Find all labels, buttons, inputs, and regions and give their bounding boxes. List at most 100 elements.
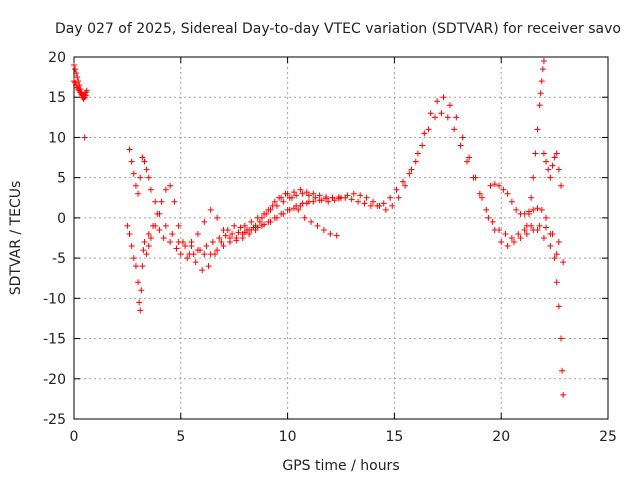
x-tick-label: 15 [385,429,403,445]
series-trace-f [188,110,567,266]
data-point [303,189,310,196]
data-point [438,110,445,117]
chart-title: Day 027 of 2025, Sidereal Day-to-day VTE… [55,21,621,37]
data-point [130,255,137,262]
data-point [559,367,566,374]
data-point [203,243,210,250]
series-spike [523,58,547,229]
data-point [141,158,148,165]
data-point [421,130,428,137]
data-point [72,66,79,73]
data-point [323,195,330,202]
x-tick-label: 20 [492,429,510,445]
data-point [558,335,565,342]
data-point [179,239,186,246]
data-point [357,192,364,199]
series-trace-d [126,146,342,258]
data-point [555,166,562,173]
data-point [551,255,558,262]
data-point [534,126,541,133]
data-point [553,150,560,157]
data-point [536,222,543,229]
data-point [280,198,287,205]
data-point [558,182,565,189]
data-point [427,110,434,117]
data-point [348,196,355,203]
data-point [282,190,289,197]
data-point [143,166,150,173]
y-tick-label: -25 [43,412,66,428]
data-point [532,150,539,157]
data-point [201,251,208,258]
data-point [553,251,560,258]
y-tick-label: 20 [48,50,66,66]
data-point [132,263,139,270]
data-points [71,58,567,398]
series-trace-c [124,198,312,314]
data-point [209,239,216,246]
y-tick-label: -20 [43,372,66,388]
data-point [543,214,550,221]
data-point [73,70,80,77]
data-point [555,239,562,246]
data-point [136,299,143,306]
data-point [167,239,174,246]
data-point [220,243,227,250]
data-point [141,239,148,246]
y-axis-label: SDTVAR / TECUs [8,181,24,296]
data-point [496,182,503,189]
data-point [310,190,317,197]
data-point [547,243,554,250]
data-point [135,279,142,286]
data-point [254,214,261,221]
data-point [504,190,511,197]
data-point [237,224,244,231]
data-point [132,182,139,189]
data-point [177,251,184,258]
data-point [295,206,302,213]
data-point [145,230,152,237]
data-point [393,186,400,193]
data-point [128,243,135,250]
data-point [214,214,221,221]
data-point [147,186,154,193]
data-point [220,226,227,233]
data-point [498,239,505,246]
data-point [540,58,547,65]
data-point [543,158,550,165]
data-point [431,114,438,121]
data-point [464,158,471,165]
data-point [140,247,147,254]
data-point [244,226,251,233]
data-point [472,174,479,181]
y-tick-label: 15 [48,90,66,106]
data-point [71,62,77,69]
data-point [205,263,212,270]
data-point [171,198,178,205]
data-point [126,230,133,237]
data-point [310,198,317,205]
data-point [387,194,394,201]
data-point [173,245,180,252]
data-point [256,218,263,225]
data-point [130,170,137,177]
data-point [145,174,152,181]
data-point [367,202,374,209]
data-point [82,92,89,99]
data-point [229,230,236,237]
data-point [543,224,550,231]
data-point [370,198,377,205]
data-point [239,235,246,241]
data-point [273,202,280,209]
data-point [299,190,306,197]
data-point [303,200,310,207]
data-point [233,237,240,244]
grid [74,57,608,419]
data-point [540,235,547,241]
data-point [523,230,530,237]
data-point [147,235,154,241]
data-point [145,243,152,250]
data-point [500,186,507,193]
data-point [408,166,415,173]
